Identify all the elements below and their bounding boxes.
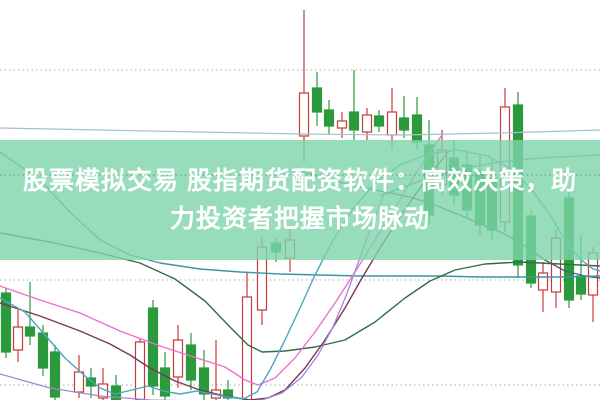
headline-banner: 股票模拟交易 股指期货配资软件：高效决策，助 力投资者把握市场脉动 <box>0 140 600 260</box>
headline-line-1: 股票模拟交易 股指期货配资软件：高效决策，助 <box>23 167 577 195</box>
headline-line-2: 力投资者把握市场脉动 <box>169 205 430 233</box>
